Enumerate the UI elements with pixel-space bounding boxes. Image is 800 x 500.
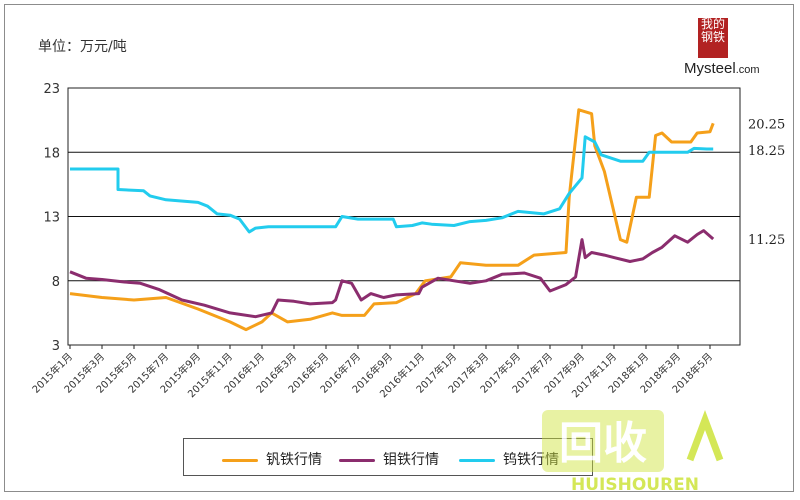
legend-swatch-tungsten <box>459 458 495 462</box>
series-line-2 <box>70 135 714 234</box>
logo-suffix: .com <box>735 64 760 76</box>
logo-mark-text: 我的钢铁 <box>700 17 725 44</box>
logo-word: Mysteel <box>684 60 736 77</box>
legend-item-molybdenum: 钼铁行情 <box>339 449 439 468</box>
y-tick-label: 23 <box>43 82 60 97</box>
end-value-label: 11.25 <box>748 233 785 248</box>
y-tick-label: 13 <box>43 211 60 226</box>
legend-label-vanadium: 钒铁行情 <box>266 452 322 468</box>
watermark-sub: HUISHOUREN <box>571 475 699 495</box>
unit-label: 单位：万元/吨 <box>38 39 127 55</box>
y-tick-label: 3 <box>52 339 60 354</box>
watermark-glyph <box>686 410 724 462</box>
legend-item-tungsten: 钨铁行情 <box>459 449 559 468</box>
legend-item-vanadium: 钒铁行情 <box>222 449 322 468</box>
series-line-0 <box>69 108 715 332</box>
legend-label-molybdenum: 钼铁行情 <box>383 452 439 468</box>
chart-frame <box>4 4 794 492</box>
logo-text: Mysteel.com <box>684 60 760 77</box>
end-value-label: 20.25 <box>748 117 785 132</box>
mysteel-logo: 我的钢铁 Mysteel.com <box>682 18 766 82</box>
legend-swatch-molybdenum <box>339 458 375 462</box>
legend-label-tungsten: 钨铁行情 <box>503 452 559 468</box>
watermark-box <box>542 410 664 472</box>
watermark: 回收 HUISHOUREN <box>542 410 724 495</box>
y-tick-label: 18 <box>43 146 60 161</box>
logo-mark: 我的钢铁 <box>698 18 728 58</box>
end-value-label: 18.25 <box>748 144 785 159</box>
series-line-1 <box>69 229 715 319</box>
y-tick-label: 8 <box>52 275 60 290</box>
chart-legend: 钒铁行情 钼铁行情 钨铁行情 <box>183 438 593 476</box>
watermark-main: 回收 <box>559 418 647 469</box>
legend-swatch-vanadium <box>222 458 258 462</box>
